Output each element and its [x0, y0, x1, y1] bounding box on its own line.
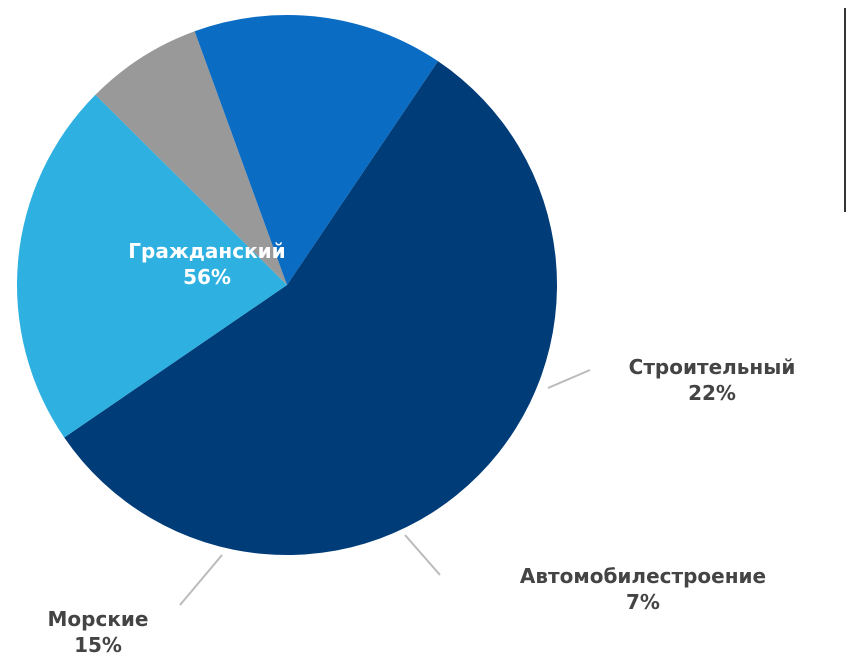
slice-label-percent-1: 22%: [688, 381, 736, 405]
leader-lines-layer: [179, 369, 591, 606]
slice-label-percent-3: 15%: [74, 633, 122, 657]
pie-slice-0: [64, 61, 558, 556]
leader-line-3: [179, 554, 223, 606]
slice-label-name-3: Морские: [48, 607, 149, 631]
pie-slice-1: [17, 94, 287, 438]
legend-table-edge: [844, 8, 846, 212]
slice-label-name-2: Автомобилестроение: [520, 564, 766, 588]
slice-label-name-0: Гражданский: [128, 239, 285, 263]
leader-line-1: [547, 369, 591, 389]
slice-label-percent-0: 56%: [183, 265, 231, 289]
pie-slice-3: [194, 14, 438, 285]
leader-line-2: [404, 534, 441, 576]
slice-label-percent-2: 7%: [626, 590, 660, 614]
slices-layer: [17, 14, 558, 556]
pie-slice-2: [95, 31, 287, 286]
slice-label-name-1: Строительный: [629, 355, 796, 379]
